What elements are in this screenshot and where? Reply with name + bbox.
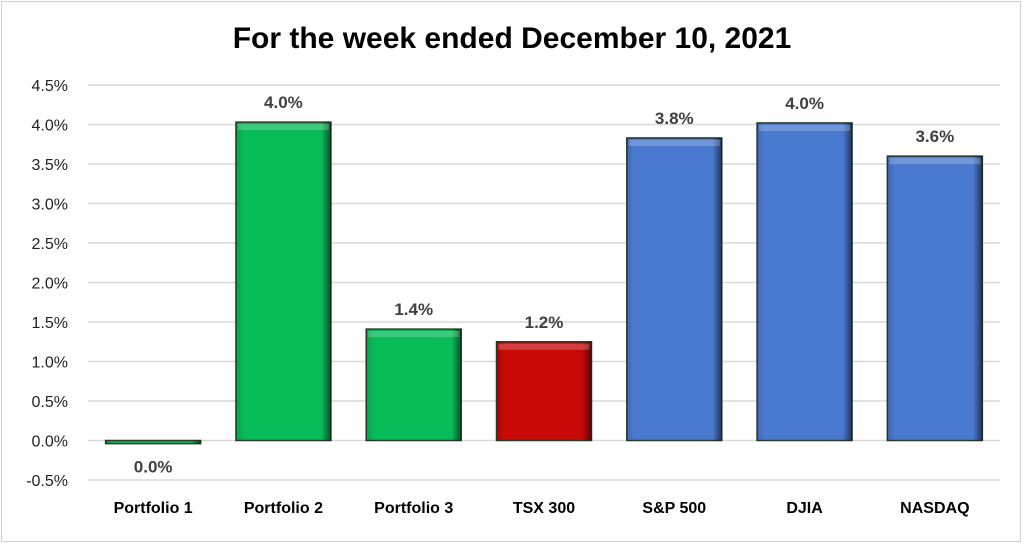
data-label: 1.2%	[525, 313, 564, 332]
y-tick-label: -0.5%	[26, 473, 68, 490]
x-category-label: Portfolio 2	[244, 500, 323, 517]
bar-highlight	[759, 124, 851, 131]
bar-shading	[496, 341, 592, 441]
bar-highlight	[368, 331, 460, 338]
y-tick-label: 3.0%	[32, 197, 68, 214]
chart-title: For the week ended December 10, 2021	[232, 22, 792, 55]
bar-shading	[757, 122, 853, 441]
x-category-label: Portfolio 3	[374, 500, 453, 517]
data-label: 4.0%	[785, 94, 824, 113]
bar-highlight	[237, 124, 329, 131]
y-tick-label: 3.5%	[32, 157, 68, 174]
bar-shading	[887, 156, 983, 441]
bar-highlight	[889, 158, 981, 165]
bar-shading	[626, 137, 722, 441]
x-category-label: S&P 500	[642, 500, 706, 517]
x-category-label: NASDAQ	[900, 500, 969, 517]
y-tick-label: 0.5%	[32, 394, 68, 411]
bar-shading	[235, 122, 331, 441]
y-tick-label: 1.5%	[32, 315, 68, 332]
data-label: 3.6%	[915, 127, 954, 146]
x-category-label: Portfolio 1	[114, 500, 193, 517]
bar-shading	[366, 329, 462, 441]
bar-shading	[105, 440, 201, 444]
data-label: 4.0%	[264, 93, 303, 112]
y-tick-label: 4.5%	[32, 78, 68, 95]
data-label: 0.0%	[134, 458, 173, 477]
y-tick-label: 4.0%	[32, 118, 68, 135]
y-tick-label: 2.5%	[32, 236, 68, 253]
y-tick-label: 1.0%	[32, 355, 68, 372]
x-category-label: TSX 300	[513, 500, 575, 517]
y-tick-label: 2.0%	[32, 276, 68, 293]
bar-highlight	[628, 139, 720, 146]
data-label: 1.4%	[394, 300, 433, 319]
data-label: 3.8%	[655, 109, 694, 128]
x-category-label: DJIA	[786, 500, 823, 517]
y-tick-label: 0.0%	[32, 434, 68, 451]
bar-highlight	[498, 343, 590, 350]
